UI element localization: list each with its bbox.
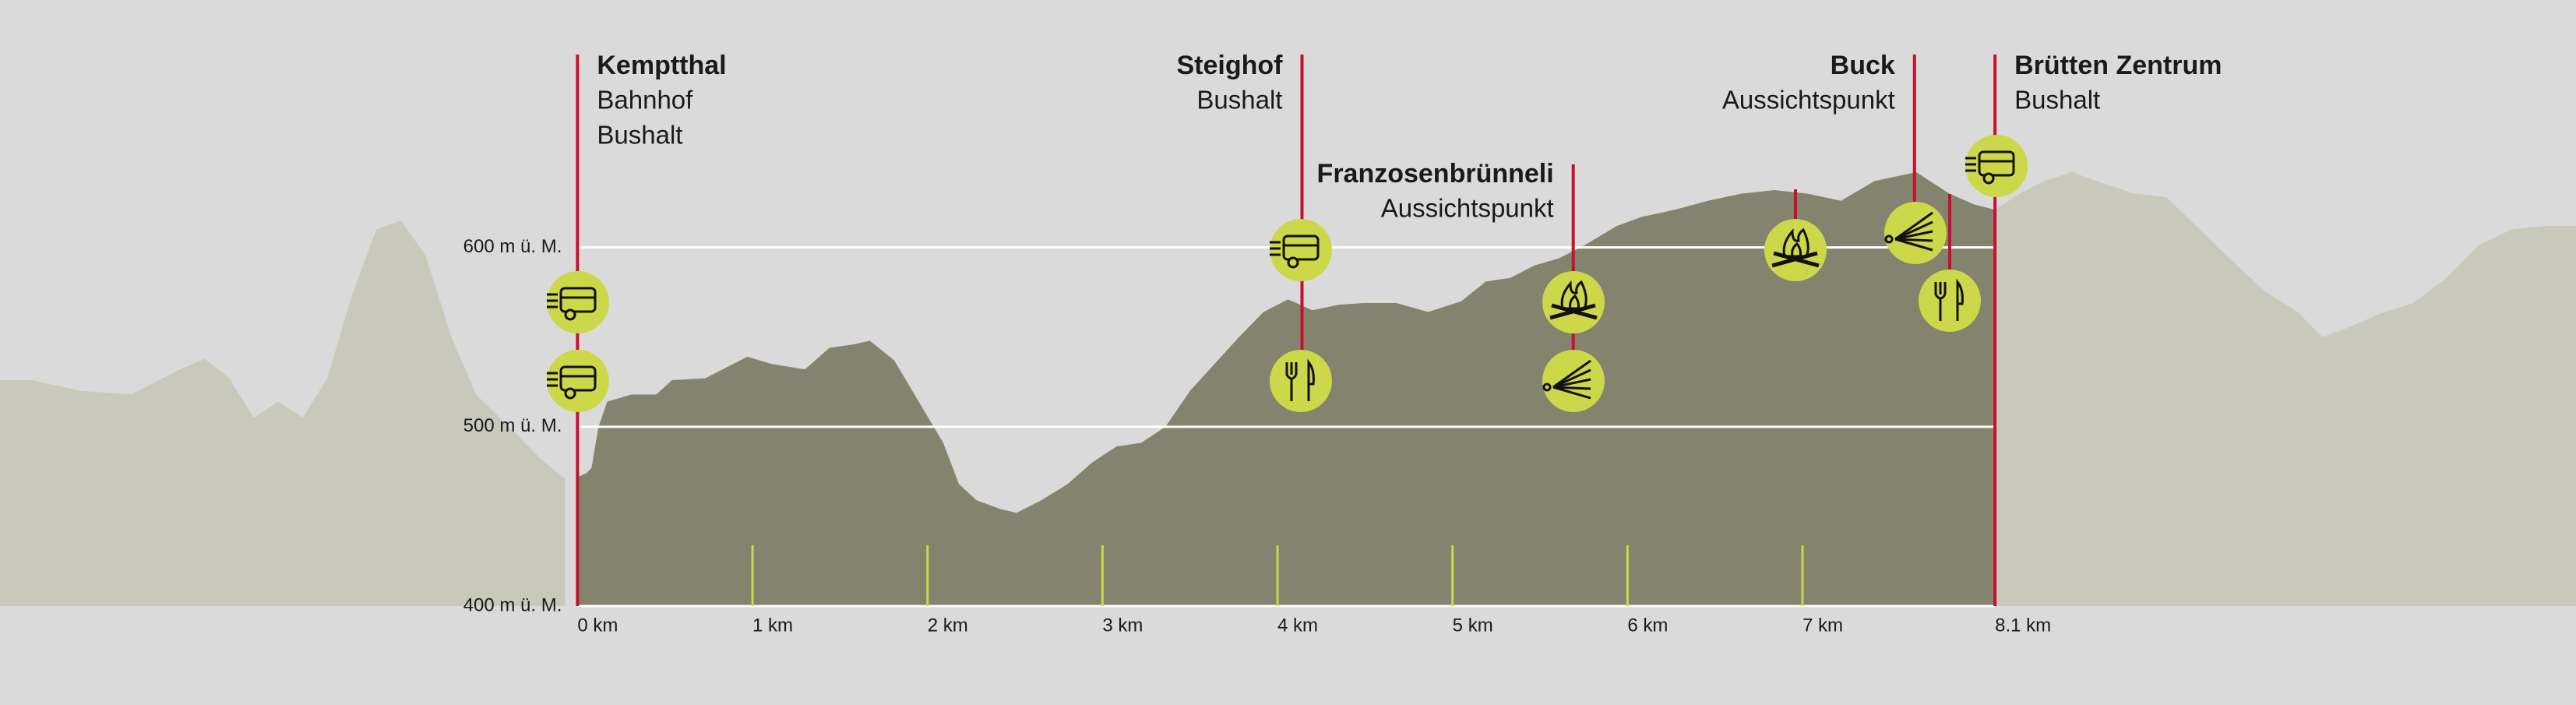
icon-circle — [1542, 271, 1605, 333]
icon — [1764, 219, 1827, 281]
stop-detail: Aussichtspunkt — [1381, 194, 1554, 223]
x-tick-label: 8.1 km — [1995, 615, 2051, 636]
x-tick-label: 3 km — [1102, 615, 1143, 636]
icon — [1965, 135, 2028, 197]
icon — [547, 350, 609, 412]
icon-part — [1287, 256, 1299, 269]
icon-part — [1285, 362, 1298, 401]
icon-part — [1771, 251, 1820, 268]
icon-circle — [1919, 270, 1981, 332]
x-tick-label: 4 km — [1277, 615, 1318, 636]
icon-part — [1542, 382, 1552, 392]
icon — [1884, 202, 1947, 264]
icon-part — [1307, 358, 1315, 401]
x-tick-label: 5 km — [1453, 615, 1493, 636]
stop-detail: Aussichtspunkt — [1722, 86, 1895, 115]
icon-part — [564, 308, 576, 321]
x-tick-label: 0 km — [577, 615, 618, 636]
icon-part — [1894, 220, 1933, 241]
icon-part — [1894, 238, 1933, 252]
icon — [1542, 271, 1605, 333]
icon-circle — [1965, 135, 2028, 197]
icon-part — [1982, 172, 1995, 185]
icon-circle — [1884, 202, 1947, 264]
icon-circle — [1542, 350, 1605, 412]
icon-part — [1894, 238, 1933, 242]
y-tick-label: 500 m ü. M. — [463, 415, 562, 436]
stop-name: Franzosenbrünneli — [1317, 159, 1554, 189]
stop-name: Buck — [1831, 51, 1895, 80]
icon-part — [1894, 211, 1933, 241]
icon-part — [559, 365, 597, 392]
stop-detail: Bushalt — [2014, 86, 2100, 115]
elevation-area — [1995, 171, 2576, 607]
stop-name: Kemptthal — [597, 51, 726, 80]
icon-part — [1552, 368, 1591, 389]
x-tick-label: 1 km — [752, 615, 793, 636]
icon-part — [1549, 303, 1598, 320]
x-tick-label: 2 km — [928, 615, 968, 636]
icon-part — [1956, 278, 1964, 321]
icon-part — [1884, 234, 1894, 244]
icon — [547, 271, 609, 333]
icon — [1270, 350, 1332, 412]
icon-part — [1552, 359, 1591, 389]
icon — [1270, 219, 1332, 281]
icon-part — [1894, 230, 1933, 241]
y-tick-label: 400 m ü. M. — [463, 594, 562, 615]
x-tick-label: 7 km — [1802, 615, 1843, 636]
icon-circle — [1270, 350, 1332, 412]
icon-circle — [547, 271, 609, 333]
icon — [1542, 350, 1605, 412]
stop-name: Brütten Zentrum — [2014, 51, 2222, 80]
y-tick-label: 600 m ü. M. — [463, 236, 562, 257]
x-tick-label: 6 km — [1627, 615, 1668, 636]
icon-part — [1934, 282, 1947, 321]
icon-circle — [1764, 219, 1827, 281]
stop-detail: Bahnhof — [597, 86, 693, 115]
icon-part — [564, 387, 576, 400]
stop-detail: Bushalt — [1196, 86, 1282, 115]
icon-part — [1282, 234, 1320, 261]
icon-part — [1978, 150, 2015, 177]
icon-part — [1560, 280, 1588, 310]
icon-circle — [1270, 219, 1332, 281]
icon-part — [1552, 386, 1591, 400]
icon-part — [559, 287, 597, 313]
icon-circle — [547, 350, 609, 412]
stop-name: Steighof — [1176, 51, 1283, 80]
icon — [1919, 270, 1981, 332]
elevation-area — [0, 220, 566, 606]
icon-part — [1552, 386, 1591, 390]
icon-part — [1552, 378, 1591, 389]
icon-part — [1782, 227, 1810, 258]
stop-detail: Bushalt — [597, 121, 682, 150]
